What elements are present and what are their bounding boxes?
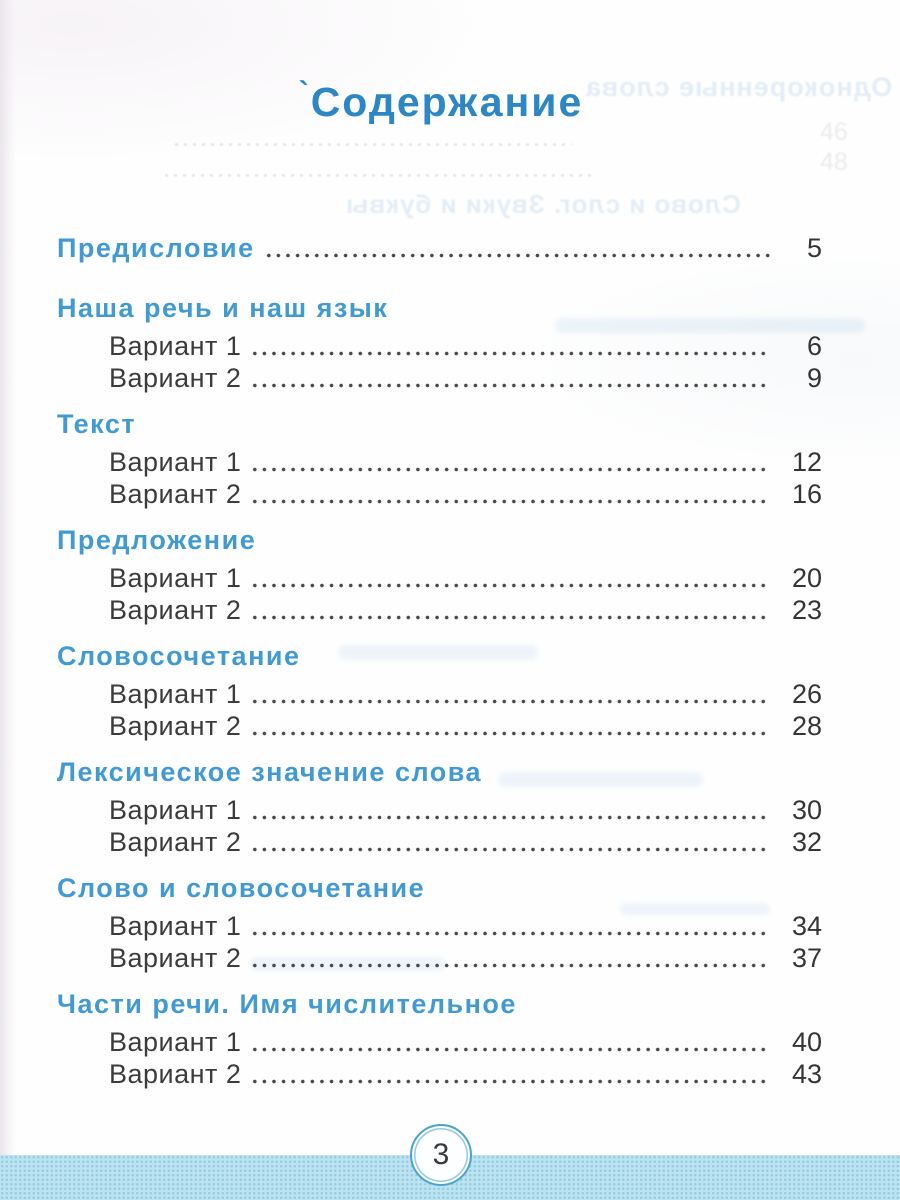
toc-item-page-number: 12 [791,447,822,477]
toc-section-heading: Текст [57,409,137,439]
leader-dots [250,929,770,938]
leader-dots [250,1045,770,1054]
toc-item-page-number: 43 [791,1059,822,1089]
toc-item-label: Вариант 2 [109,363,242,393]
toc-item-page-number: 40 [791,1027,822,1057]
toc-item-page-number: 23 [791,595,822,625]
toc-item-row: Вариант 2 32 [57,826,822,858]
toc-item-label: Вариант 1 [109,679,242,709]
toc-item-row: Вариант 2 28 [57,710,822,742]
toc-section: Лексическое значение слова Вариант 1 30 Вар… [57,756,822,858]
toc-item-label: Вариант 2 [109,595,242,625]
toc-item-label: Вариант 2 [109,711,242,741]
toc-item-label: Вариант 1 [109,1027,242,1057]
toc-item-page-number: 9 [806,363,822,393]
page-title: Содержание [310,79,584,125]
toc-item-page-number: 30 [791,795,822,825]
page-number: 3 [432,1138,450,1171]
toc-item-page-number: 16 [791,479,822,509]
toc-section: Части речи. Имя числительное Вариант 1 40 В… [57,988,822,1090]
toc-item-page-number: 34 [791,911,822,941]
leader-dots [250,381,770,390]
toc-section-heading: Части речи. Имя числительное [57,989,517,1019]
toc-item-label: Вариант 1 [109,447,242,477]
toc-item-row: Вариант 2 16 [57,478,822,510]
leader-dots [250,497,770,506]
toc-section-heading: Лексическое значение слова [57,757,483,787]
toc-section-heading-row: Части речи. Имя числительное [57,988,822,1020]
toc-section-heading: Предисловие [57,233,255,263]
leader-dots [250,845,770,854]
toc-item-label: Вариант 1 [109,795,242,825]
toc-section-heading: Наша речь и наш язык [57,293,389,323]
toc-section-page-number: 5 [806,233,822,263]
toc-section: Предложение Вариант 1 20 Вариант 2 23 [57,524,822,626]
toc-item-row: Вариант 1 6 [57,330,822,362]
toc-item-label: Вариант 1 [109,911,242,941]
toc-section: Текст Вариант 1 12 Вариант 2 16 [57,408,822,510]
toc-item-page-number: 26 [791,679,822,709]
toc-item-row: Вариант 2 9 [57,362,822,394]
toc-item-row: Вариант 1 26 [57,678,822,710]
toc-section-heading-row: Текст [57,408,822,440]
toc-section-heading-row: Слово и словосочетание [57,872,822,904]
bottom-blue-band [0,1155,900,1200]
toc-item-label: Вариант 2 [109,827,242,857]
leader-dots [250,613,770,622]
toc-item-row: Вариант 2 37 [57,942,822,974]
page-number-circle: 3 [410,1124,472,1186]
toc-item-row: Вариант 1 40 [57,1026,822,1058]
toc-item-page-number: 32 [791,827,822,857]
leader-dots [250,581,770,590]
toc-section-heading-row: Наша речь и наш язык [57,292,822,324]
toc-section: Наша речь и наш язык Вариант 1 6 Вариант 2 9 [57,292,822,394]
title-row: `Содержание [0,76,891,126]
toc-item-row: Вариант 1 20 [57,562,822,594]
toc-item-label: Вариант 1 [109,331,242,361]
title-stray-mark: ` [298,76,309,109]
ghost-showthrough-number: 48 [820,148,848,176]
leader-dots [250,961,770,970]
toc-section: Словосочетание Вариант 1 26 Вариант 2 28 [57,640,822,742]
leader-dots [250,349,770,358]
toc-item-label: Вариант 2 [109,943,242,973]
leader-dots [263,251,770,260]
toc-section: Слово и словосочетание Вариант 1 34 Вариант… [57,872,822,974]
toc-section: Предисловие 5 [57,232,822,264]
page-left-edge-shadow [0,0,16,1200]
toc-item-row: Вариант 1 30 [57,794,822,826]
leader-dots [250,697,770,706]
toc: Предисловие 5 Наша речь и наш язык Вариант … [57,232,822,1104]
leader-dots [250,813,770,822]
toc-section-heading-row: Предисловие 5 [57,232,822,264]
toc-item-page-number: 6 [806,331,822,361]
toc-item-label: Вариант 2 [109,1059,242,1089]
leader-dots [250,1077,770,1086]
toc-item-row: Вариант 1 12 [57,446,822,478]
toc-item-row: Вариант 1 34 [57,910,822,942]
toc-section-heading-row: Лексическое значение слова [57,756,822,788]
toc-section-heading: Слово и словосочетание [57,873,426,903]
ghost-showthrough-text: Слово и слог. Звуки и буквы [345,189,741,219]
toc-section-heading-row: Словосочетание [57,640,822,672]
toc-section-heading-row: Предложение [57,524,822,556]
ghost-showthrough-dot-leader [162,172,592,179]
ghost-showthrough-dot-leader [172,141,572,148]
toc-item-label: Вариант 1 [109,563,242,593]
toc-item-row: Вариант 2 23 [57,594,822,626]
toc-section-heading: Предложение [57,525,257,555]
leader-dots [250,465,770,474]
toc-item-page-number: 28 [791,711,822,741]
toc-section-heading: Словосочетание [57,641,301,671]
leader-dots [250,729,770,738]
toc-item-page-number: 37 [791,943,822,973]
toc-item-label: Вариант 2 [109,479,242,509]
toc-item-page-number: 20 [791,563,822,593]
toc-item-row: Вариант 2 43 [57,1058,822,1090]
